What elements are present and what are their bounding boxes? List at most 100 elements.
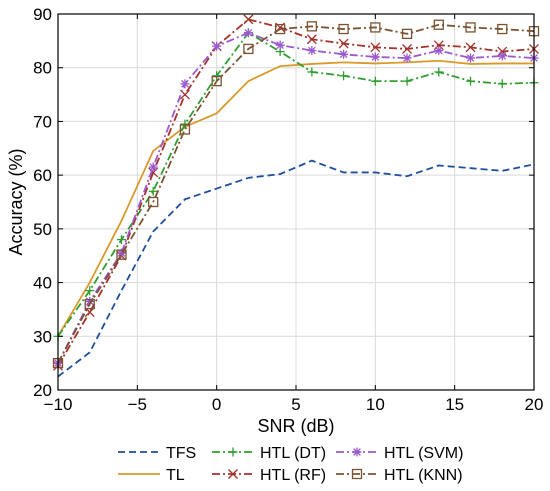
marker-stroke [84, 298, 95, 310]
marker-plus [434, 67, 444, 77]
marker-star [497, 51, 507, 61]
marker-stroke [403, 54, 411, 62]
marker-stroke [497, 23, 508, 35]
marker-square [433, 19, 444, 30]
marker-square [370, 22, 381, 33]
marker-square [497, 23, 508, 35]
marker-stroke [465, 42, 476, 53]
marker-stroke [212, 42, 221, 51]
series-tl [57, 59, 534, 337]
marker-stroke [339, 50, 348, 59]
legend-label: TFS [166, 445, 196, 462]
marker-star [434, 46, 444, 56]
y-tick-label: 90 [33, 5, 52, 24]
x-tick-label: −10 [44, 395, 73, 414]
y-tick-label: 50 [33, 220, 52, 239]
marker-square [351, 468, 363, 480]
y-tick-label: 70 [33, 112, 52, 131]
marker-plus [466, 76, 476, 86]
marker-x [243, 14, 254, 25]
marker-star [212, 41, 222, 51]
marker-plus [228, 447, 238, 457]
marker-stroke [274, 23, 286, 35]
marker-plus [85, 286, 95, 296]
marker-plus [307, 67, 317, 77]
marker-stroke [306, 34, 317, 45]
marker-plus [212, 71, 222, 81]
marker-stroke [211, 75, 222, 87]
legend-entry-htl-knn: HTL (KNN) [336, 467, 463, 484]
marker-plus [402, 76, 412, 86]
marker-plus [148, 186, 158, 196]
marker-plus [497, 79, 507, 89]
marker-star [370, 52, 380, 62]
marker-square [401, 28, 413, 40]
marker-star [148, 162, 158, 172]
legend-label: HTL (KNN) [384, 467, 463, 484]
x-tick-label: 20 [525, 395, 544, 414]
y-tick-label: 20 [33, 381, 52, 400]
legend-label: HTL (SVM) [384, 445, 463, 462]
marker-stroke [243, 43, 254, 55]
marker-stroke [466, 54, 475, 62]
marker-square [465, 22, 476, 33]
legend-entry-htl-rf: HTL (RF) [212, 467, 326, 484]
marker-stroke [433, 19, 444, 30]
marker-x [228, 469, 238, 479]
marker-star [352, 447, 362, 457]
marker-stroke [276, 41, 284, 49]
legend-entry-tl: TL [118, 467, 185, 484]
marker-stroke [308, 46, 316, 55]
axis-ticks: −10 −5 0 5 10 15 20 20 30 40 50 60 70 80 90 [33, 5, 543, 414]
legend-entry-htl-svm: HTL (SVM) [336, 445, 463, 462]
marker-square [274, 23, 286, 35]
y-tick-label: 30 [33, 327, 52, 346]
series-line [57, 23, 535, 364]
marker-x [338, 38, 349, 49]
marker-star [339, 49, 349, 59]
legend-label: HTL (RF) [260, 467, 326, 484]
series-lines [52, 14, 540, 378]
legend-label: HTL (DT) [260, 445, 326, 462]
series-line [57, 18, 535, 367]
legend: TFS TL HTL (DT) HTL (RF) HTL (SVM) HTL (KNN) [118, 445, 463, 484]
marker-plus [370, 76, 380, 86]
marker-star [402, 53, 412, 63]
legend-label: TL [166, 467, 185, 484]
marker-stroke [370, 42, 381, 53]
marker-stroke [351, 468, 363, 480]
marker-stroke [149, 163, 158, 171]
series-line [57, 59, 534, 337]
marker-stroke [244, 28, 253, 37]
marker-stroke [338, 23, 349, 35]
legend-entry-htl-dt: HTL (DT) [212, 445, 326, 462]
x-tick-label: 0 [212, 395, 221, 414]
marker-star [307, 46, 317, 56]
marker-plus [116, 235, 126, 245]
marker-stroke [181, 79, 189, 88]
marker-square [243, 43, 254, 55]
series-line [57, 31, 535, 337]
marker-x [306, 34, 317, 45]
marker-stroke [179, 124, 191, 135]
marker-stroke [402, 43, 413, 54]
marker-square [211, 75, 222, 87]
marker-square [179, 124, 191, 135]
marker-stroke [401, 28, 413, 40]
legend-entry-tfs: TFS [118, 445, 196, 462]
marker-stroke [371, 53, 380, 61]
marker-square [84, 298, 95, 310]
y-axis-label: Accuracy (%) [6, 148, 26, 255]
marker-star [243, 28, 253, 38]
y-tick-label: 80 [33, 59, 52, 78]
y-tick-label: 40 [33, 274, 52, 293]
marker-stroke [228, 469, 238, 479]
marker-stroke [306, 21, 318, 32]
x-tick-label: 5 [291, 395, 300, 414]
marker-stroke [338, 38, 349, 49]
marker-stroke [434, 46, 443, 55]
marker-stroke [179, 89, 190, 100]
marker-square [306, 21, 318, 32]
y-tick-label: 60 [33, 166, 52, 185]
